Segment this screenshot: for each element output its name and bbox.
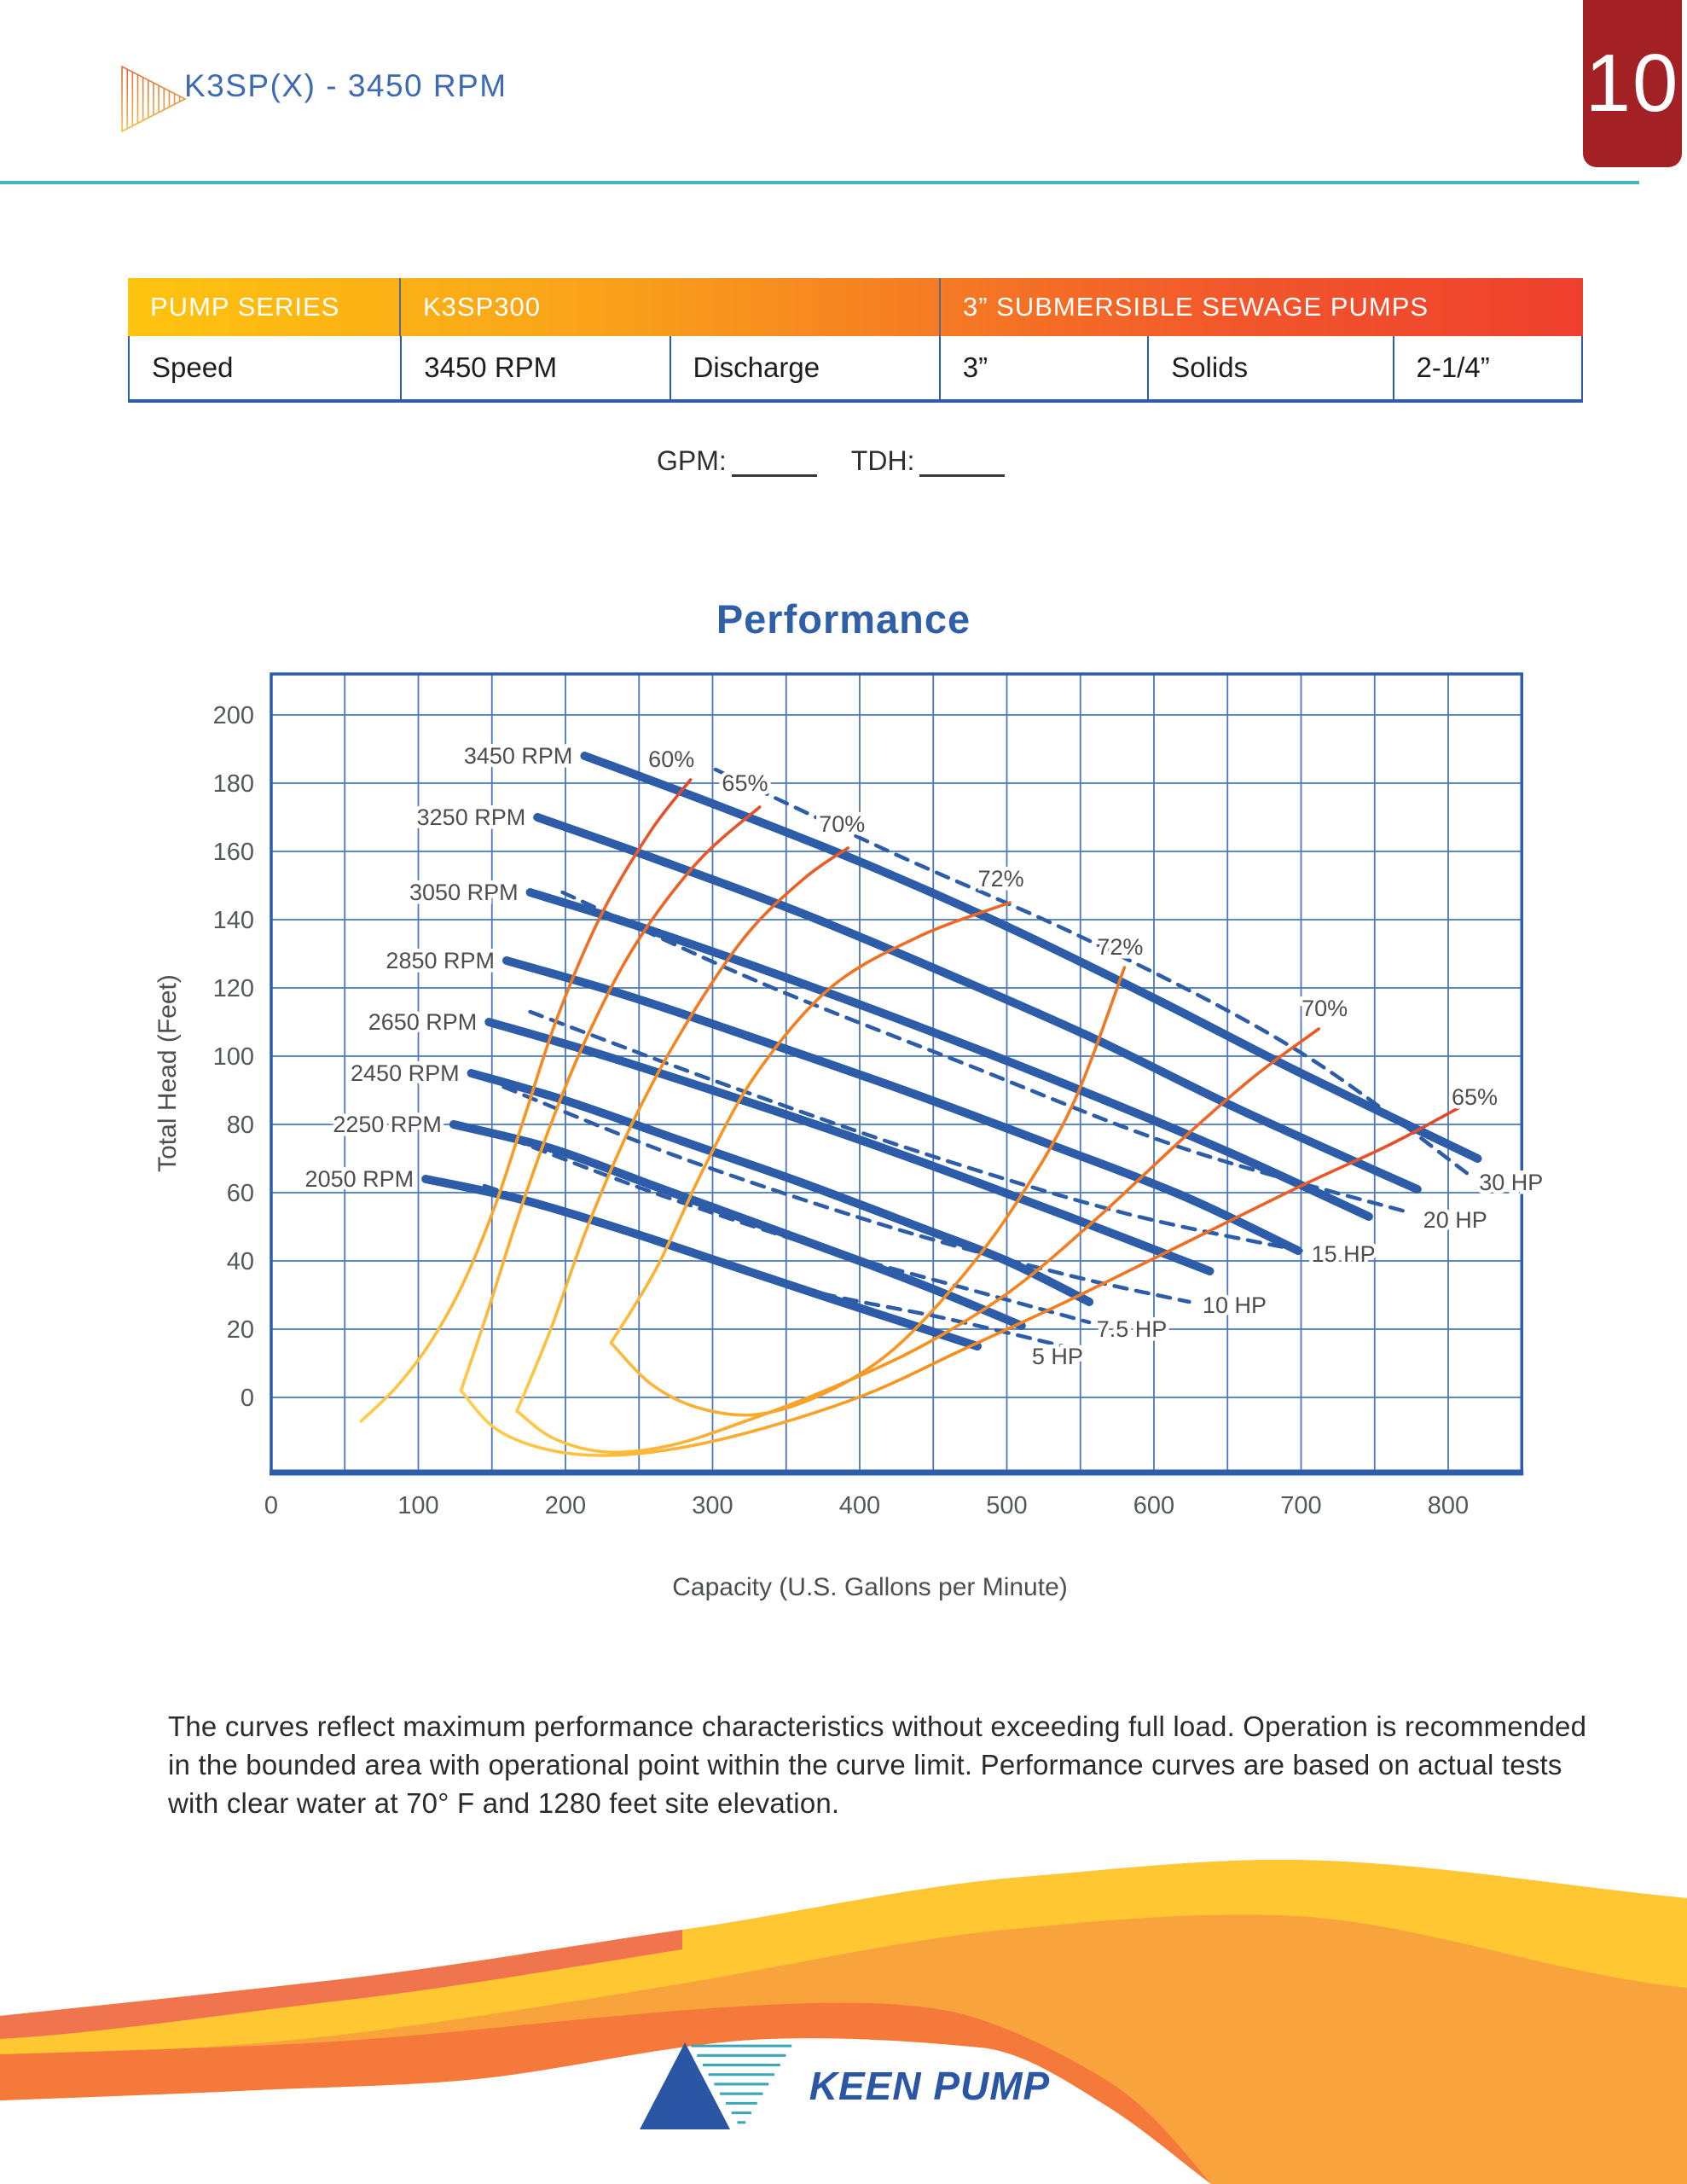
y-tick-label: 80 [227, 1112, 254, 1139]
efficiency-label: 72% [1097, 934, 1143, 960]
rpm-curve-label: 2450 RPM [351, 1060, 460, 1086]
x-axis-title: Capacity (U.S. Gallons per Minute) [672, 1573, 1068, 1601]
efficiency-curve [515, 846, 849, 1413]
spec-cell-solids-value: 2-1/4” [1392, 336, 1581, 399]
hp-curve-label: 20 HP [1423, 1207, 1487, 1233]
x-tick-label: 400 [839, 1492, 880, 1519]
document-title: K3SP(X) - 3450 RPM [184, 68, 507, 103]
spec-table-header-row: PUMP SERIES K3SP300 3” SUBMERSIBLE SEWAG… [128, 278, 1583, 336]
x-tick-label: 800 [1428, 1492, 1469, 1519]
x-tick-label: 100 [397, 1492, 438, 1519]
y-tick-label: 100 [213, 1043, 254, 1071]
operating-point-fill-in: GPM: TDH: [657, 445, 1006, 477]
chart-labels: 0 100 200 300 400 500 600 700 800 0 20 40 60 80 100 120… [213, 702, 1547, 1519]
spec-table-body-row: Speed 3450 RPM Discharge 3” Solids 2-1/4… [128, 336, 1583, 403]
tdh-blank-field [919, 445, 1006, 477]
hp-limit-curve [713, 767, 1473, 1178]
performance-note: The curves reflect maximum performance c… [168, 1711, 1587, 1819]
hp-limit-curve [490, 1129, 1092, 1325]
rpm-curve [484, 1018, 1215, 1275]
efficiency-curve [459, 805, 762, 1392]
y-tick-label: 200 [213, 702, 254, 729]
efficiency-label: 65% [722, 770, 768, 796]
rpm-curve-label: 3050 RPM [409, 880, 519, 905]
keen-pump-logo-text: KEEN PUMP [809, 2064, 1051, 2108]
y-axis-title: Total Head (Feet) [154, 974, 182, 1172]
efficiency-curve [609, 901, 1012, 1345]
x-tick-label: 700 [1280, 1492, 1321, 1519]
efficiency-curve [459, 1102, 1468, 1457]
y-tick-label: 140 [213, 907, 254, 934]
hp-curve-label: 10 HP [1203, 1292, 1267, 1318]
pump-spec-table: PUMP SERIES K3SP300 3” SUBMERSIBLE SEWAG… [128, 278, 1583, 403]
y-tick-label: 0 [241, 1385, 254, 1412]
chart-grid [270, 672, 1524, 1476]
x-tick-label: 500 [986, 1492, 1027, 1519]
x-tick-label: 0 [264, 1492, 278, 1519]
rpm-curve-label: 2850 RPM [386, 948, 495, 973]
efficiency-label: 70% [1301, 996, 1348, 1021]
rpm-curve-label: 2250 RPM [333, 1112, 442, 1137]
gpm-label: GPM: [657, 445, 727, 476]
hp-curve-label: 7.5 HP [1097, 1316, 1168, 1342]
rpm-curve-label: 2050 RPM [305, 1166, 415, 1192]
efficiency-curve [515, 1027, 1320, 1455]
hp-curve-label: 15 HP [1312, 1241, 1376, 1267]
y-tick-label: 40 [227, 1248, 254, 1275]
page-number-badge: 10 [1583, 0, 1682, 167]
performance-chart: 0 100 200 300 400 500 600 700 800 0 20 40 60 80 100 120… [154, 672, 1547, 1601]
spec-cell-speed-value: 3450 RPM [400, 336, 669, 399]
y-tick-label: 160 [213, 839, 254, 866]
efficiency-curves [359, 778, 1468, 1457]
rpm-curve [533, 813, 1422, 1194]
spec-header-pump-series: PUMP SERIES [150, 292, 340, 322]
spec-header-model: K3SP300 [399, 278, 939, 336]
chart-title: Performance [716, 596, 971, 642]
wave-yellow-band [0, 1860, 1687, 2056]
gpm-blank-field [731, 445, 817, 477]
keen-pump-logo: KEEN PUMP [637, 2041, 1050, 2131]
rpm-curve-label: 3450 RPM [464, 743, 573, 769]
x-tick-label: 600 [1133, 1492, 1174, 1519]
rpm-curve [580, 752, 1482, 1163]
header-triangle-logo-icon [121, 65, 187, 133]
efficiency-label: 60% [648, 746, 694, 772]
efficiency-label: 70% [819, 811, 865, 837]
efficiency-curve [609, 966, 1127, 1417]
footer-wave-graphic [0, 1860, 1687, 2184]
keen-pump-logo-icon [640, 2042, 792, 2129]
y-tick-label: 180 [213, 770, 254, 798]
rpm-curve [502, 956, 1302, 1255]
hp-curve-label: 5 HP [1032, 1344, 1083, 1369]
wave-salmon-edge [0, 1930, 682, 2039]
spec-cell-discharge-label: Discharge [669, 336, 939, 399]
efficiency-label: 65% [1452, 1084, 1498, 1110]
rpm-curve [421, 1175, 982, 1350]
spec-cell-speed-label: Speed [152, 351, 234, 383]
x-tick-label: 200 [545, 1492, 586, 1519]
y-tick-label: 60 [227, 1180, 254, 1207]
rpm-curve-label: 3250 RPM [417, 804, 526, 830]
wave-orange-band [0, 2002, 1211, 2184]
header-divider [0, 181, 1639, 184]
hp-limit-curve [528, 1009, 1303, 1253]
x-tick-label: 300 [692, 1492, 733, 1519]
page-number: 10 [1585, 38, 1680, 129]
hp-curve-label: 30 HP [1479, 1170, 1543, 1195]
tdh-label: TDH: [850, 445, 915, 476]
efficiency-curve [359, 778, 693, 1423]
rpm-curve-label: 2650 RPM [368, 1009, 478, 1035]
spec-header-description: 3” SUBMERSIBLE SEWAGE PUMPS [939, 278, 1583, 336]
spec-cell-discharge-value: 3” [938, 336, 1147, 399]
rpm-curve [467, 1069, 1094, 1306]
y-tick-label: 120 [213, 975, 254, 1002]
hp-limit-curve [501, 1084, 1191, 1304]
spec-cell-solids-label: Solids [1147, 336, 1392, 399]
efficiency-label: 72% [978, 866, 1024, 892]
y-tick-label: 20 [227, 1316, 254, 1344]
